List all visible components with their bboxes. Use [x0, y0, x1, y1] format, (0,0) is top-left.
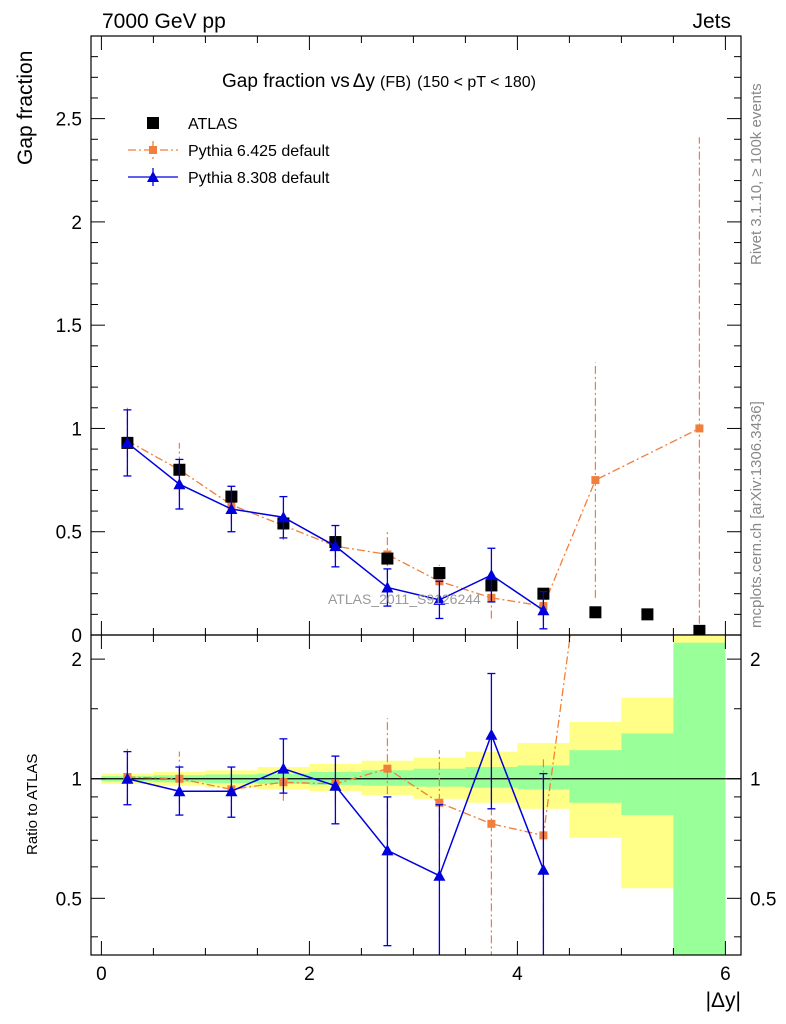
ratio-pythia6-point — [487, 819, 496, 828]
pythia8-point — [381, 581, 394, 593]
header-category-label: Jets — [692, 10, 731, 33]
legend: ATLAS Pythia 6.425 default Pythia 8.308 … — [128, 116, 330, 187]
main-y-tick-label: 0.5 — [56, 523, 82, 544]
main-plot-area — [121, 137, 706, 635]
pythia6-point — [695, 424, 704, 433]
ratio-pythia6-line — [127, 635, 571, 837]
ratio-y-tick-label-left: 1 — [71, 770, 82, 791]
pythia8-point — [121, 436, 134, 448]
ratio-y-tick-label-left: 2 — [71, 650, 82, 671]
atlas-point — [433, 567, 446, 580]
pythia8-point — [537, 604, 550, 616]
pythia8-point — [485, 569, 498, 581]
ratio-x-tick-label: 2 — [304, 964, 315, 985]
main-y-tick-label: 2 — [71, 213, 82, 234]
analysis-watermark: ATLAS_2011_S9126244 — [328, 591, 481, 607]
atlas-point — [641, 608, 654, 621]
legend-atlas-marker — [147, 117, 159, 129]
atlas-point — [381, 552, 394, 565]
ratio-axes: 0.5 0.5 1 1 2 2 0 2 4 6 — [56, 635, 776, 985]
ratio-y-tick-label-right: 0.5 — [750, 889, 776, 910]
ratio-x-tick-label: 6 — [720, 964, 731, 985]
ratio-y-tick-label-right: 2 — [750, 650, 761, 671]
ratio-pythia8-point — [277, 762, 290, 774]
legend-pythia8-label: Pythia 8.308 default — [188, 170, 330, 187]
header-energy-label: 7000 GeV pp — [102, 10, 226, 33]
pythia6-line — [127, 427, 700, 607]
ratio-x-axis-label: |Δy| — [706, 989, 741, 1012]
ratio-pythia8-point — [121, 772, 134, 784]
legend-atlas-label: ATLAS — [188, 116, 238, 133]
ratio-y-tick-label-left: 0.5 — [56, 889, 82, 910]
pythia8-point — [277, 511, 290, 523]
uncertainty-band-inner — [569, 750, 622, 803]
pythia8-point — [173, 478, 186, 490]
main-y-tick-label: 0 — [71, 626, 82, 647]
ratio-pythia8-point — [537, 863, 550, 875]
ratio-pythia6-point — [383, 764, 392, 773]
legend-pythia8-marker — [147, 171, 159, 182]
ratio-x-tick-label: 0 — [96, 964, 107, 985]
mcplots-reference-label: mcplots.cern.ch [arXiv:1306.3436] — [748, 401, 765, 628]
legend-pythia6-label: Pythia 6.425 default — [188, 143, 330, 160]
ratio-x-tick-label: 4 — [512, 964, 523, 985]
ratio-y-tick-label-right: 1 — [750, 770, 761, 791]
atlas-point — [693, 624, 706, 635]
pythia6-point — [591, 476, 600, 485]
ratio-pythia8-point — [329, 779, 342, 791]
rivet-version-label: Rivet 3.1.10, ≥ 100k events — [748, 83, 765, 265]
uncertainty-band-inner — [673, 642, 726, 955]
ratio-pythia6-point — [435, 798, 444, 807]
ratio-pythia8-point — [381, 844, 394, 856]
ratio-pythia8-point — [173, 785, 186, 797]
legend-pythia6-marker — [149, 146, 157, 154]
ratio-y-axis-label: Ratio to ATLAS — [24, 754, 41, 855]
pythia8-point — [433, 593, 446, 605]
main-axes: 0 0.5 1 1.5 2 2.5 — [56, 36, 741, 647]
uncertainty-band-inner — [413, 768, 466, 787]
pythia8-point — [329, 540, 342, 552]
ratio-pythia8-point — [485, 728, 498, 740]
ratio-frame — [90, 634, 742, 956]
main-y-tick-label: 1.5 — [56, 316, 82, 337]
main-y-tick-label: 1 — [71, 419, 82, 440]
main-title: Gap fraction vs Δy (FB) (150 < pT < 180) — [222, 71, 536, 92]
uncertainty-band-inner — [621, 733, 674, 816]
ratio-pythia8-point — [225, 785, 238, 797]
main-y-axis-label: Gap fraction — [14, 51, 37, 165]
ratio-plot-area — [91, 635, 741, 955]
ratio-pythia8-point — [433, 869, 446, 881]
ratio-panel: 0.5 0.5 1 1 2 2 0 2 4 6 Ratio to ATLAS |Δy| — [24, 634, 776, 1012]
pythia8-point — [225, 503, 238, 515]
atlas-point — [589, 606, 602, 619]
main-panel: 0 0.5 1 1.5 2 2.5 Gap fraction vs Δy (FB) (150 <… — [14, 35, 742, 647]
main-y-tick-label: 2.5 — [56, 110, 82, 131]
